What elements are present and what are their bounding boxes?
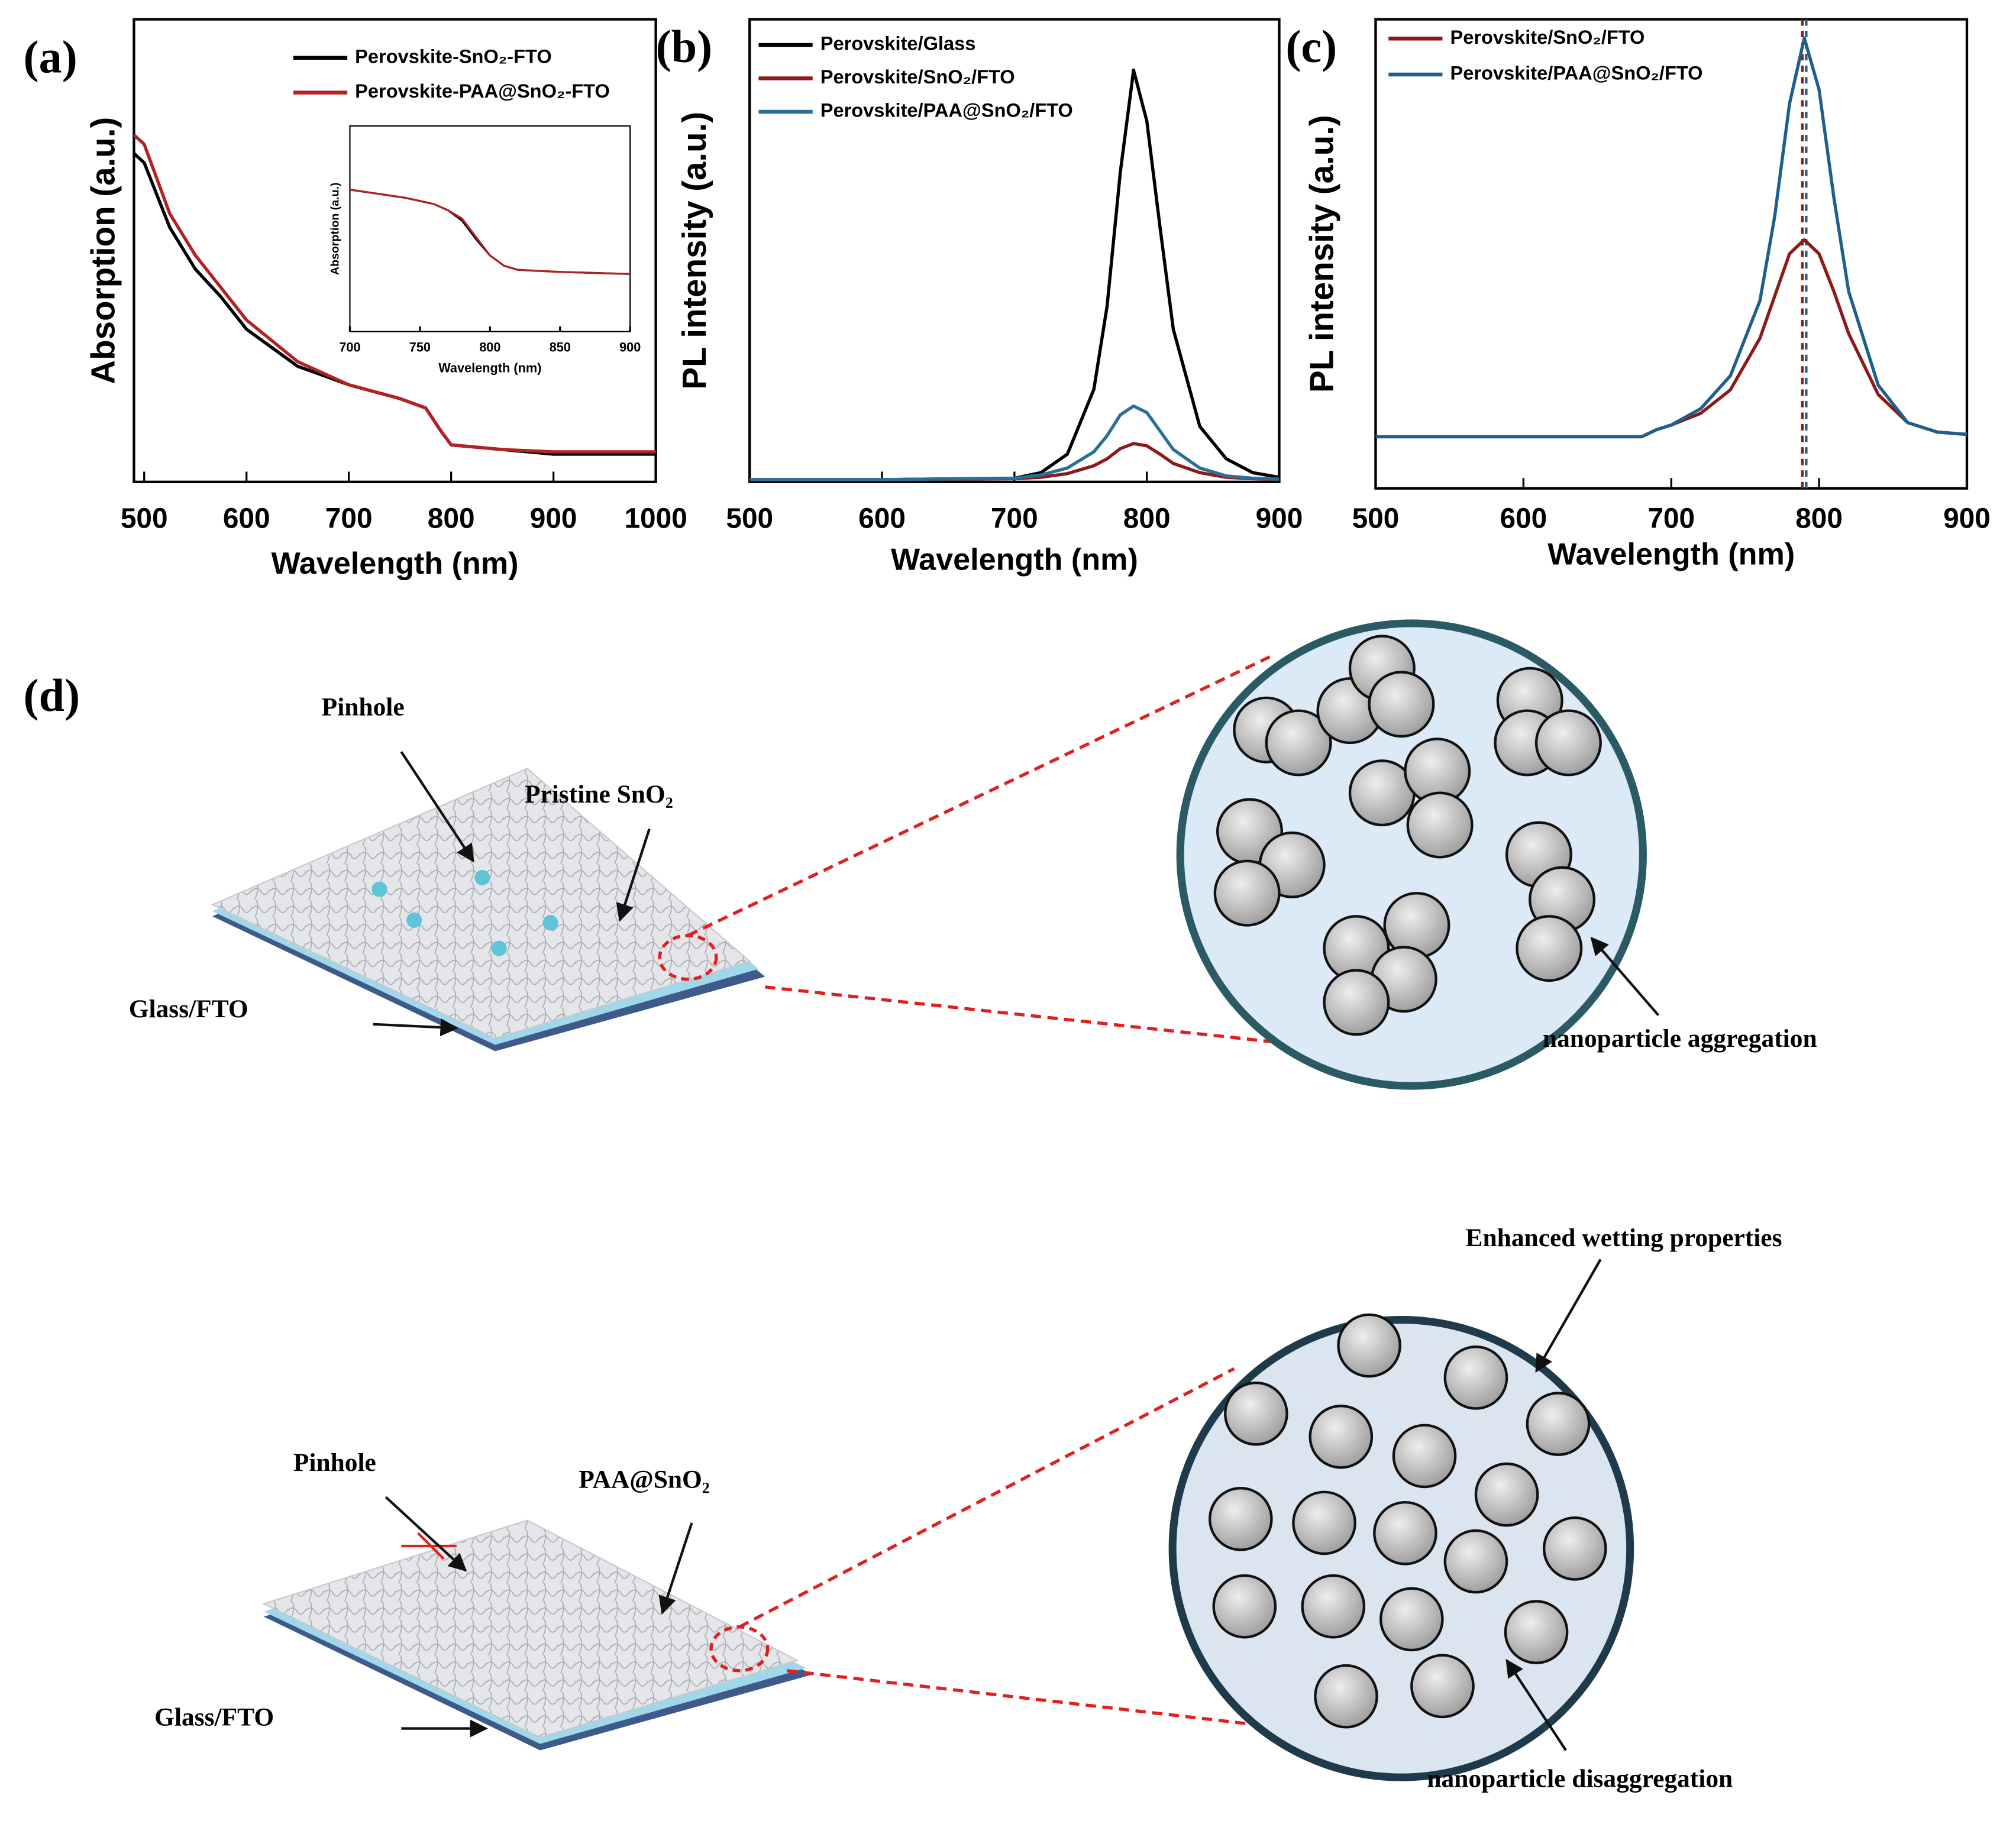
nanoparticle: [1534, 709, 1602, 777]
nanoparticle: [1301, 1574, 1366, 1639]
nanoparticle: [1337, 1313, 1401, 1378]
substrate-bottom: [261, 1259, 1634, 1781]
x-axis-label: Wavelength (nm): [438, 360, 541, 375]
y-axis-label: PL intensity (a.u.): [1303, 115, 1340, 393]
nanoparticle: [1504, 1600, 1569, 1664]
nanoparticle: [1314, 1664, 1378, 1729]
chart: 700 750 800 850 900 Wavelength (nm) Absorption…: [329, 125, 641, 375]
series-line: [1375, 36, 1967, 439]
pinhole-label: Pinhole: [293, 1448, 376, 1477]
nanoparticle: [1208, 1487, 1273, 1551]
substrate-label: Glass/FTO: [154, 1703, 274, 1731]
legend-label: Perovskite/PAA@SnO₂/FTO: [820, 99, 1073, 121]
x-tick-label: 600: [858, 503, 906, 535]
series-line: [133, 134, 656, 454]
x-tick-label: 500: [726, 503, 773, 535]
legend-label: Perovskite-PAA@SnO₂-FTO: [355, 80, 610, 102]
nanoparticle: [1309, 1404, 1374, 1469]
caption: nanoparticle aggregation: [1543, 1024, 1817, 1053]
nanoparticle: [1323, 969, 1390, 1036]
legend-label: Perovskite/SnO₂/FTO: [820, 66, 1015, 88]
nanoparticle: [1443, 1345, 1508, 1410]
panel-label: (d): [24, 669, 80, 721]
nanoparticle: [1406, 791, 1474, 859]
chart: 500 600 700 800 900 1000 Wavelength (nm) Absorp…: [24, 18, 687, 581]
plot-frame: [1374, 18, 1969, 490]
series-line: [749, 404, 1280, 481]
x-tick-label: 600: [223, 503, 270, 535]
nanoparticle: [1368, 671, 1435, 738]
nanoparticle: [1516, 915, 1583, 982]
note: Enhanced wetting properties: [1466, 1224, 1782, 1252]
caption: nanoparticle disaggregation: [1427, 1765, 1733, 1793]
y-axis-label: PL intensity (a.u.): [676, 112, 713, 390]
series-line: [1375, 238, 1967, 439]
pinhole-label: Pinhole: [322, 693, 405, 721]
x-tick-label: 900: [619, 340, 641, 355]
x-tick-label: 1000: [624, 503, 687, 535]
x-tick-label: 850: [550, 340, 571, 355]
panel-label: (a): [24, 31, 77, 82]
x-tick-label: 750: [409, 340, 431, 355]
legend-label: Perovskite/Glass: [820, 33, 976, 54]
x-tick-label: 800: [428, 503, 475, 535]
nanoparticle: [1224, 1381, 1288, 1446]
x-tick-label: 700: [1647, 503, 1695, 535]
y-axis-label: Absorption (a.u.): [329, 183, 342, 275]
x-tick-label: 800: [479, 340, 500, 355]
nanoparticle: [1542, 1516, 1607, 1581]
x-tick-label: 800: [1123, 503, 1171, 535]
x-tick-label: 900: [530, 503, 577, 535]
plot-frame: [748, 18, 1281, 484]
nanoparticle: [1213, 859, 1281, 927]
layer-label: Pristine SnO₂: [525, 780, 673, 808]
substrate-label: Glass/FTO: [129, 995, 248, 1023]
x-axis-label: Wavelength (nm): [891, 542, 1138, 577]
plot-frame: [349, 125, 631, 332]
panel-label: (b): [656, 21, 713, 72]
chart: 500 600 700 800 900 Wavelength (nm) PL intensi…: [656, 18, 1303, 577]
x-tick-label: 600: [1500, 503, 1547, 535]
nanoparticle: [1410, 1654, 1475, 1719]
series-line: [350, 189, 631, 275]
series-line: [749, 68, 1280, 481]
nanoparticle: [1379, 1587, 1444, 1652]
nanoparticle: [1392, 1424, 1457, 1489]
nanoparticle: [1373, 1500, 1437, 1566]
x-tick-label: 700: [325, 503, 373, 535]
legend-label: Perovskite/PAA@SnO₂/FTO: [1450, 62, 1702, 84]
nanoparticle: [1292, 1490, 1356, 1555]
x-tick-label: 500: [1352, 503, 1400, 535]
x-tick-label: 800: [1795, 503, 1843, 535]
nanoparticle: [1526, 1392, 1591, 1456]
plot-frame: [133, 18, 657, 484]
x-tick-label: 500: [121, 503, 168, 535]
x-tick-label: 700: [991, 503, 1038, 535]
layer-label: PAA@SnO₂: [579, 1465, 710, 1493]
panel-label: (c): [1285, 21, 1337, 72]
y-axis-label: Absorption (a.u.): [85, 117, 122, 384]
nanoparticle: [1212, 1574, 1277, 1639]
x-tick-label: 900: [1943, 503, 1991, 535]
x-axis-label: Wavelength (nm): [1547, 538, 1795, 572]
nanoparticle: [1443, 1529, 1508, 1594]
x-tick-label: 700: [339, 340, 360, 355]
substrate-top: [211, 619, 1660, 1090]
legend-label: Perovskite/SnO₂/FTO: [1450, 26, 1645, 48]
nanoparticle: [1474, 1462, 1539, 1527]
x-tick-label: 900: [1256, 503, 1303, 535]
chart: 500 600 700 800 900 Wavelength (nm) PL intensi…: [1285, 18, 1991, 572]
legend-label: Perovskite-SnO₂-FTO: [355, 45, 552, 67]
nanoparticle: [1265, 709, 1332, 777]
x-axis-label: Wavelength (nm): [272, 546, 519, 581]
